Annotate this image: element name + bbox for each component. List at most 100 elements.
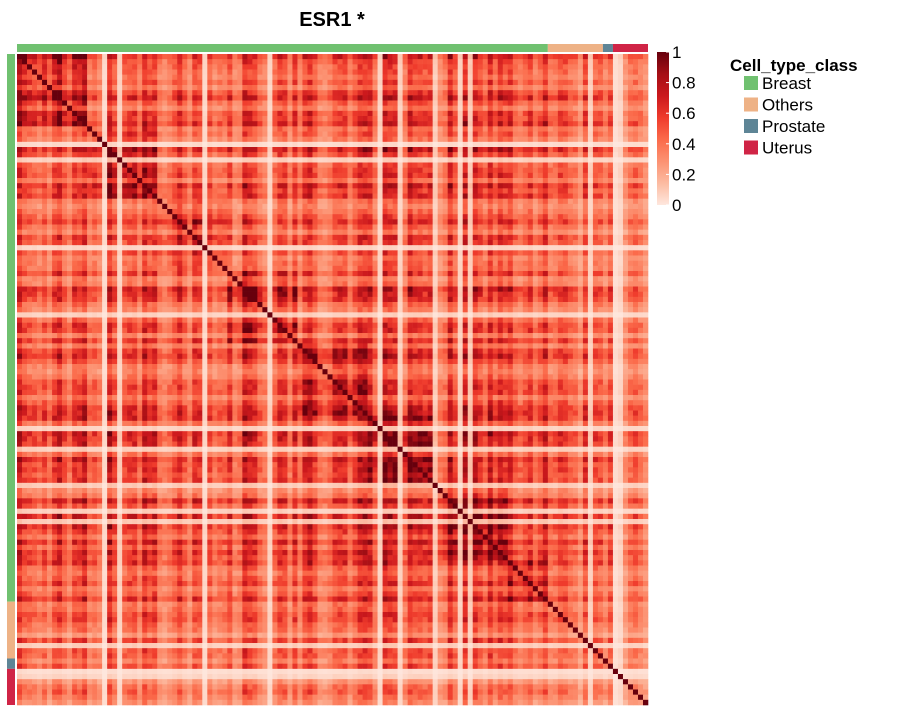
heatmap-cell [407,95,413,101]
heatmap-cell [432,178,438,184]
heatmap-cell [472,69,479,75]
heatmap-cell [532,121,539,127]
heatmap-cell [107,131,113,137]
heatmap-cell [82,126,88,132]
heatmap-cell [432,152,438,158]
heatmap-cell [272,167,278,174]
heatmap-cell [522,126,529,132]
heatmap-cell [572,69,579,75]
heatmap-cell [77,255,83,261]
heatmap-cell [422,224,428,230]
heatmap-cell [482,250,489,256]
heatmap-cell [642,193,649,199]
heatmap-cell [467,219,474,225]
heatmap-cell [182,79,188,86]
heatmap-cell [67,234,73,241]
heatmap-cell [297,219,303,225]
heatmap-cell [622,147,629,153]
heatmap-cell [552,126,559,132]
heatmap-cell [257,100,263,106]
heatmap-cell [177,250,183,256]
heatmap-cell [552,152,559,158]
heatmap-cell [237,59,243,65]
heatmap-cell [207,100,213,106]
heatmap-cell [62,59,68,65]
heatmap-cell [42,178,48,184]
heatmap-cell [227,90,233,96]
heatmap-cell [237,245,243,251]
heatmap-cell [87,85,93,91]
heatmap-cell [272,105,278,112]
heatmap-cell [27,198,33,205]
heatmap-cell [207,147,213,153]
heatmap-cell [312,198,318,205]
heatmap-cell [632,74,639,81]
heatmap-cell [177,110,183,117]
heatmap-cell [107,250,113,256]
heatmap-cell [232,110,238,117]
heatmap-cell [387,188,393,194]
heatmap-cell [282,224,288,230]
heatmap-cell [367,234,373,241]
heatmap-cell [227,229,233,236]
heatmap-cell [157,59,163,65]
heatmap-cell [137,74,143,81]
heatmap-cell [537,105,544,112]
heatmap-cell [427,64,433,70]
heatmap-cell [462,157,469,163]
heatmap-cell [547,95,554,101]
column-annotation-segment [602,44,613,52]
heatmap-cell [292,90,298,96]
heatmap-cell [292,126,298,132]
heatmap-cell [637,172,644,179]
heatmap-cell [297,162,303,168]
heatmap-cell [47,54,53,60]
heatmap-cell [52,172,58,179]
heatmap-cell [37,54,43,60]
heatmap-cell [282,100,288,106]
heatmap-cell [367,203,373,210]
heatmap-cell [207,74,213,81]
heatmap-cell [112,234,118,241]
heatmap-cell [397,131,403,137]
heatmap-cell [127,198,133,205]
heatmap-cell [447,141,453,148]
heatmap-cell [527,131,534,137]
heatmap-cell [77,121,83,127]
heatmap-cell [247,224,253,230]
heatmap-cell [267,188,273,194]
heatmap-cell [602,178,609,184]
heatmap-cell [262,198,268,205]
heatmap-cell [267,110,273,117]
heatmap-cell [232,152,238,158]
heatmap-cell [437,116,443,122]
heatmap-cell [642,59,649,65]
heatmap-cell [442,172,448,179]
heatmap-cell [102,121,108,127]
heatmap-cell [132,245,138,251]
heatmap-cell [632,116,639,122]
heatmap-cell [487,79,494,86]
heatmap-cell [622,152,629,158]
heatmap-cell [182,54,188,60]
heatmap-cell [162,234,168,241]
heatmap-cell [77,250,83,256]
heatmap-cell [322,172,328,179]
heatmap-cell [352,64,358,70]
heatmap-cell [447,121,453,127]
heatmap-cell [72,64,78,70]
heatmap-cell [207,90,213,96]
heatmap-cell [117,85,123,91]
heatmap-cell [412,141,418,148]
heatmap-cell [62,131,68,137]
heatmap-cell [197,229,203,236]
heatmap-cell [72,131,78,137]
heatmap-cell [567,105,574,112]
heatmap-cell [452,100,458,106]
heatmap-cell [242,198,248,205]
heatmap-cell [182,240,188,246]
heatmap-cell [77,193,83,199]
heatmap-cell [97,79,103,86]
heatmap-cell [197,141,203,148]
heatmap-cell [147,69,153,75]
